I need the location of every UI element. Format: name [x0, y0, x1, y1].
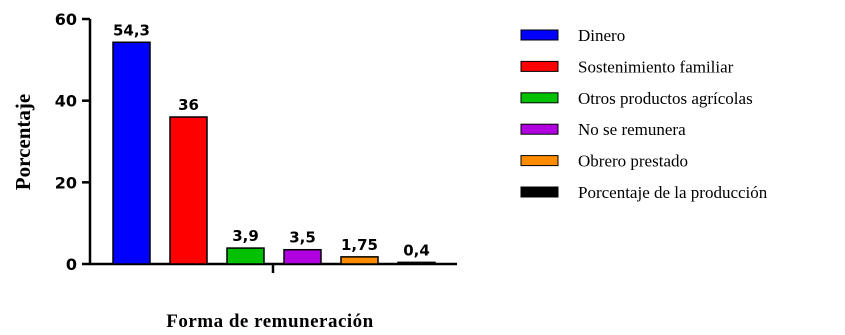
data-label-3: 3,9 — [232, 227, 259, 245]
data-label-4: 3,5 — [289, 229, 316, 247]
data-label-6: 0,4 — [403, 241, 430, 259]
bar-5 — [340, 256, 379, 265]
legend-swatch-3 — [520, 92, 559, 104]
y-tick-label: 40 — [55, 92, 77, 111]
x-axis-label: Forma de remuneración — [166, 311, 374, 332]
legend-swatch-1 — [520, 29, 559, 41]
legend-swatch-2 — [520, 60, 559, 72]
bar-1 — [112, 41, 151, 265]
bar-3 — [226, 247, 265, 265]
data-label-5: 1,75 — [341, 236, 378, 254]
y-axis-label: Porcentaje — [11, 94, 35, 190]
legend-swatch-4 — [520, 123, 559, 135]
legend-label-5: Obrero prestado — [578, 152, 688, 171]
legend-label-1: Dinero — [578, 26, 625, 45]
data-label-1: 54,3 — [113, 21, 150, 39]
legend-label-3: Otros productos agrícolas — [578, 89, 753, 108]
bar-2 — [169, 116, 208, 265]
legend-label-2: Sostenimiento familiar — [578, 57, 734, 76]
plot-area: 0 20 40 60 54,3 36 3,9 3,5 1,75 0,4 — [55, 10, 457, 274]
y-tick-label: 20 — [55, 173, 77, 192]
y-tick-label: 0 — [66, 255, 77, 274]
legend-swatch-6 — [520, 186, 559, 198]
legend-swatch-5 — [520, 155, 559, 167]
legend-label-6: Porcentaje de la producción — [578, 183, 768, 202]
bar-4 — [283, 248, 322, 265]
legend-label-4: No se remunera — [578, 120, 686, 139]
y-tick-label: 60 — [55, 10, 77, 29]
legend: Dinero Sostenimiento familiar Otros produc… — [520, 26, 768, 202]
bar-6 — [397, 261, 436, 265]
data-label-2: 36 — [178, 96, 199, 114]
